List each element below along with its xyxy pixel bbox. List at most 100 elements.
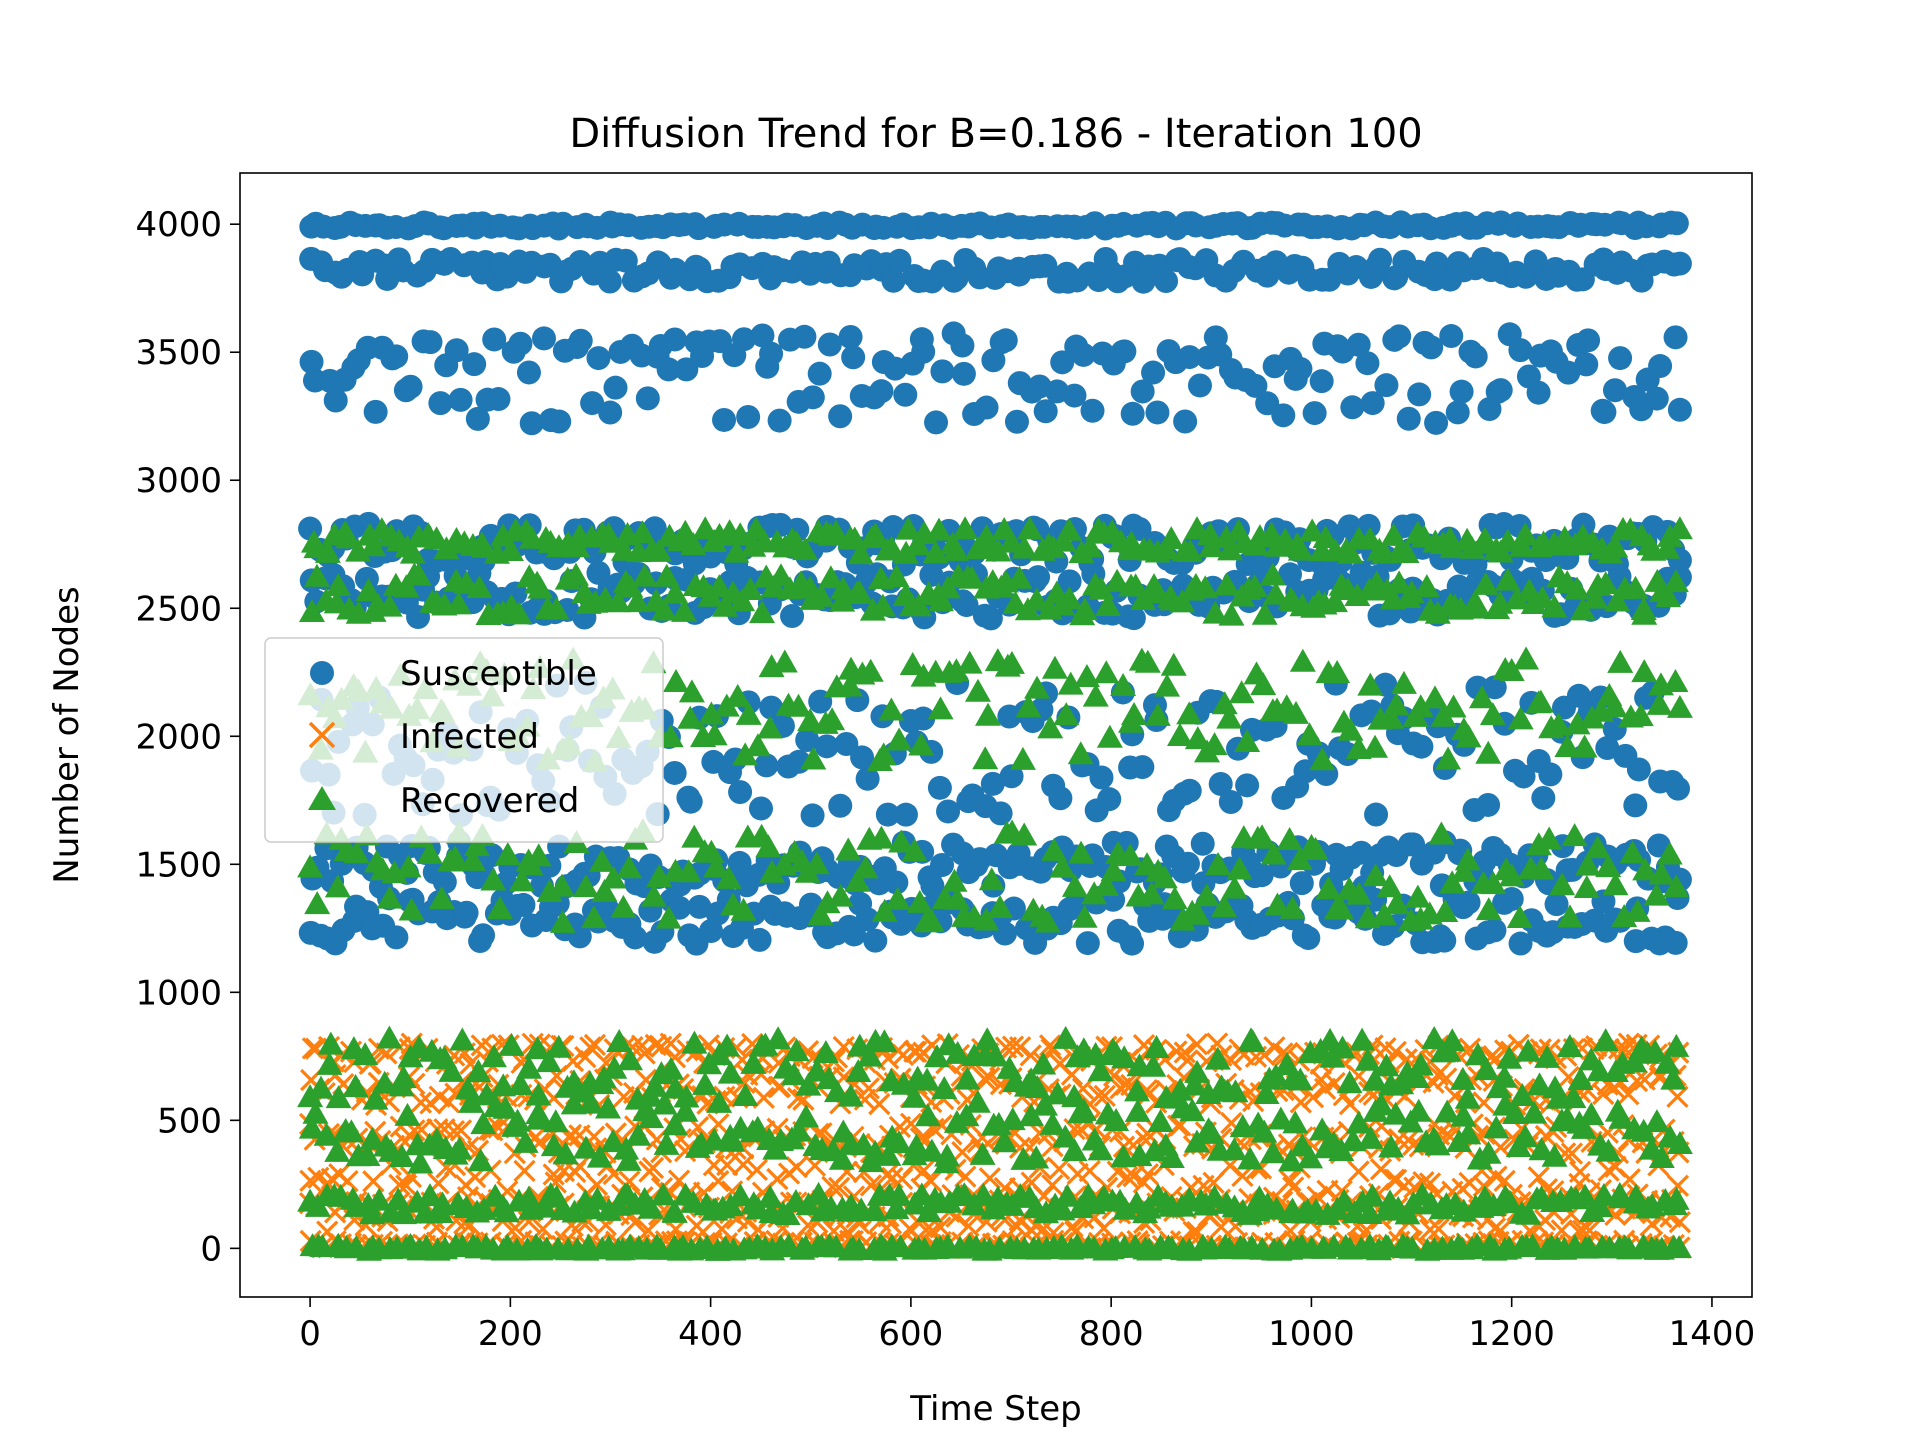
- data-point: [1439, 324, 1463, 348]
- y-tick-label: 4000: [135, 205, 222, 245]
- data-point: [841, 345, 865, 369]
- data-point: [1419, 335, 1443, 359]
- data-point: [598, 270, 622, 294]
- data-point: [1424, 411, 1448, 435]
- data-point: [1409, 735, 1433, 759]
- data-point: [894, 803, 918, 827]
- data-point: [1310, 369, 1334, 393]
- data-point: [1648, 354, 1672, 378]
- data-point: [1176, 852, 1200, 876]
- data-point: [936, 799, 960, 823]
- data-point: [950, 334, 974, 358]
- data-point: [975, 396, 999, 420]
- data-point: [1130, 755, 1154, 779]
- data-point: [1120, 932, 1144, 956]
- data-point: [636, 386, 660, 410]
- y-tick-label: 500: [157, 1101, 222, 1141]
- data-point: [1374, 373, 1398, 397]
- data-point: [1464, 344, 1488, 368]
- data-point: [1538, 762, 1562, 786]
- data-point: [1668, 252, 1692, 276]
- data-point: [1574, 352, 1598, 376]
- data-point: [364, 400, 388, 424]
- data-point: [471, 923, 495, 947]
- data-point: [1608, 346, 1632, 370]
- data-point: [1145, 400, 1169, 424]
- data-point: [989, 801, 1013, 825]
- data-point: [1121, 402, 1145, 426]
- data-point: [1457, 890, 1481, 914]
- data-point: [801, 385, 825, 409]
- data-point: [1450, 380, 1474, 404]
- data-point: [1178, 779, 1202, 803]
- data-point: [928, 776, 952, 800]
- data-point: [1623, 793, 1647, 817]
- data-point: [508, 332, 532, 356]
- data-point: [455, 901, 479, 925]
- data-point: [399, 375, 423, 399]
- x-tick-label: 1200: [1468, 1314, 1555, 1354]
- data-point: [1154, 269, 1178, 293]
- data-point: [1188, 373, 1212, 397]
- x-tick-label: 600: [878, 1314, 943, 1354]
- y-axis-label: Number of Nodes: [47, 586, 87, 883]
- data-point: [1545, 892, 1569, 916]
- legend-label-susceptible: Susceptible: [400, 654, 597, 694]
- x-tick-label: 0: [299, 1314, 321, 1354]
- data-point: [1432, 929, 1456, 953]
- data-point: [712, 408, 736, 432]
- data-point: [1296, 926, 1320, 950]
- data-point: [663, 761, 687, 785]
- data-point: [1387, 324, 1411, 348]
- data-point: [768, 409, 792, 433]
- data-point: [384, 925, 408, 949]
- data-point: [1081, 399, 1105, 423]
- data-point: [428, 391, 452, 415]
- data-point: [384, 344, 408, 368]
- data-point: [1048, 786, 1072, 810]
- data-point: [511, 893, 535, 917]
- data-point: [801, 803, 825, 827]
- data-point: [1482, 918, 1506, 942]
- data-point: [1364, 803, 1388, 827]
- data-point: [1664, 931, 1688, 955]
- data-point: [1489, 378, 1513, 402]
- data-point: [1303, 401, 1327, 425]
- data-point: [1089, 766, 1113, 790]
- legend: Susceptible Infected Recovered: [265, 638, 663, 842]
- data-point: [433, 870, 457, 894]
- y-tick-label: 0: [200, 1229, 222, 1269]
- data-point: [1173, 409, 1197, 433]
- y-tick-label: 3500: [135, 333, 222, 373]
- data-point: [911, 340, 935, 364]
- data-point: [818, 332, 842, 356]
- data-point: [1527, 381, 1551, 405]
- data-point: [828, 794, 852, 818]
- data-point: [1508, 338, 1532, 362]
- data-point: [1665, 211, 1689, 235]
- data-point: [930, 853, 954, 877]
- data-point: [532, 326, 556, 350]
- data-point: [1576, 328, 1600, 352]
- y-tick-label: 2500: [135, 589, 222, 629]
- legend-label-recovered: Recovered: [400, 781, 579, 821]
- data-point: [863, 929, 887, 953]
- data-point: [569, 329, 593, 353]
- data-point: [749, 796, 773, 820]
- data-point: [663, 327, 687, 351]
- data-point: [924, 410, 948, 434]
- data-point: [1097, 787, 1121, 811]
- x-tick-label: 400: [678, 1314, 743, 1354]
- data-point: [869, 379, 893, 403]
- data-point: [1005, 410, 1029, 434]
- data-point: [1355, 351, 1379, 375]
- data-point: [728, 780, 752, 804]
- data-point: [1076, 931, 1100, 955]
- data-point: [736, 405, 760, 429]
- data-point: [586, 346, 610, 370]
- data-point: [418, 330, 442, 354]
- data-point: [1668, 398, 1692, 422]
- data-point: [930, 359, 954, 383]
- data-point: [324, 388, 348, 412]
